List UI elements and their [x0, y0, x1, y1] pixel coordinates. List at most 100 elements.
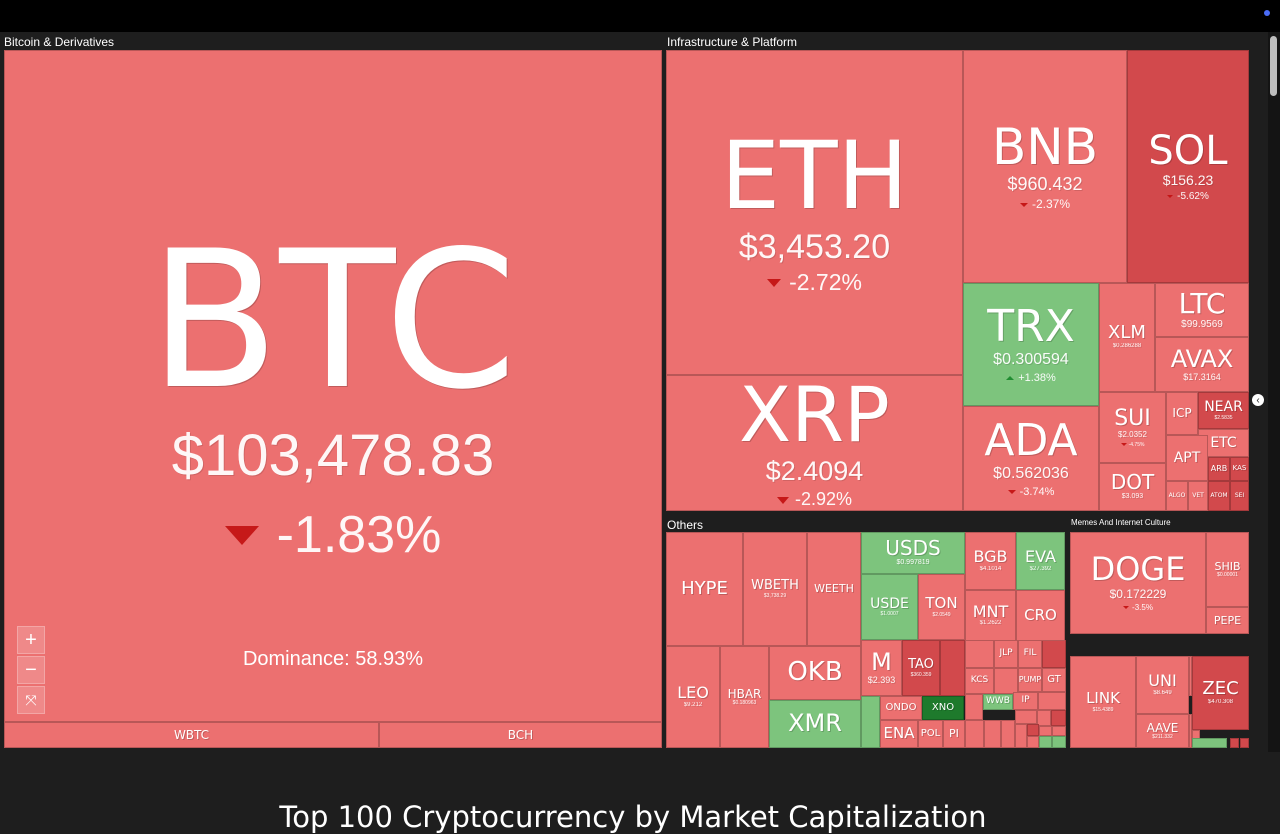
- heatmap-tile-ena[interactable]: ENA: [880, 720, 918, 748]
- heatmap-tile-shib[interactable]: SHIB $0.00001: [1206, 532, 1249, 607]
- heatmap-tile-zec[interactable]: ZEC $470.308: [1192, 656, 1249, 730]
- heatmap-tile-eth[interactable]: ETH $3,453.20 -2.72%: [666, 50, 963, 375]
- heatmap-tile[interactable]: [1051, 710, 1066, 726]
- heatmap-tile-bnb[interactable]: BNB $960.432 -2.37%: [963, 50, 1127, 283]
- heatmap-tile[interactable]: [1027, 736, 1039, 748]
- collapse-panel-button[interactable]: ‹: [1252, 394, 1264, 406]
- heatmap-tile[interactable]: [1038, 692, 1066, 710]
- heatmap-tile-link[interactable]: LINK $15.4389: [1070, 656, 1136, 748]
- zoom-out-button[interactable]: −: [17, 656, 45, 684]
- heatmap-tile-doge[interactable]: DOGE $0.172229 -3.5%: [1070, 532, 1206, 634]
- reset-zoom-button[interactable]: ⤧: [17, 686, 45, 714]
- heatmap-tile-wbtc[interactable]: WBTC: [4, 722, 379, 748]
- heatmap-tile-gt[interactable]: GT: [1042, 668, 1066, 692]
- tile-symbol: SEI: [1234, 491, 1245, 499]
- heatmap-tile[interactable]: [1042, 640, 1066, 668]
- heatmap-tile[interactable]: [1052, 726, 1066, 736]
- heatmap-tile[interactable]: [1037, 710, 1051, 726]
- heatmap-tile-mnt[interactable]: MNT $1.2622: [965, 590, 1016, 641]
- heatmap-tile[interactable]: [1189, 714, 1192, 748]
- heatmap-tile-sui[interactable]: SUI $2.0352 -4.75%: [1099, 392, 1166, 463]
- heatmap-tile[interactable]: [861, 696, 880, 748]
- heatmap-tile[interactable]: [940, 640, 965, 696]
- tile-symbol: AVAX: [1170, 344, 1234, 373]
- heatmap-tile-pi[interactable]: PI: [943, 720, 965, 748]
- arrow-down-icon: [224, 525, 259, 545]
- zoom-in-button[interactable]: +: [17, 626, 45, 654]
- heatmap-tile-bgb[interactable]: BGB $4.1014: [965, 532, 1016, 590]
- tile-symbol: EVA: [1025, 547, 1056, 566]
- heatmap-tile-usds[interactable]: USDS $0.997819: [861, 532, 965, 574]
- heatmap-tile-usde[interactable]: USDE $1.0007: [861, 574, 918, 640]
- heatmap-tile[interactable]: [965, 694, 983, 720]
- heatmap-tile-trx[interactable]: TRX $0.300594 +1.38%: [963, 283, 1099, 406]
- heatmap-tile-eva[interactable]: EVA $27.392: [1016, 532, 1065, 590]
- heatmap-tile-ip[interactable]: IP: [1013, 692, 1038, 710]
- heatmap-tile-sei[interactable]: SEI: [1230, 481, 1249, 511]
- heatmap-tile-weeth[interactable]: WEETH: [807, 532, 861, 646]
- heatmap-tile-avax[interactable]: AVAX $17.3164: [1155, 337, 1249, 392]
- heatmap-tile-m[interactable]: M $2.393: [861, 640, 902, 696]
- heatmap-tile[interactable]: [965, 720, 984, 748]
- page-scrollbar[interactable]: [1268, 32, 1280, 752]
- heatmap-tile-algo[interactable]: ALGO: [1166, 481, 1188, 511]
- tile-price: $15.4389: [1092, 706, 1114, 713]
- heatmap-tile-hbar[interactable]: HBAR $0.180963: [720, 646, 769, 748]
- heatmap-tile-bch[interactable]: BCH: [379, 722, 662, 748]
- heatmap-tile-pepe[interactable]: PEPE: [1206, 607, 1249, 634]
- heatmap-tile-hype[interactable]: HYPE: [666, 532, 743, 646]
- heatmap-tile-kcs[interactable]: KCS: [965, 668, 994, 694]
- heatmap-tile-pump[interactable]: PUMP: [1018, 668, 1042, 692]
- heatmap-tile-jlp[interactable]: JLP: [994, 640, 1018, 668]
- heatmap-tile-leo[interactable]: LEO $9.212: [666, 646, 720, 748]
- heatmap-tile-uni[interactable]: UNI $8.649: [1136, 656, 1189, 714]
- heatmap-tile[interactable]: [1189, 656, 1192, 696]
- heatmap-tile-icp[interactable]: ICP: [1166, 392, 1198, 435]
- heatmap-tile-wbeth[interactable]: WBETH $3,738.29: [743, 532, 807, 646]
- heatmap-tile-ton[interactable]: TON $2.0549: [918, 574, 965, 640]
- heatmap-tile[interactable]: [1027, 724, 1039, 736]
- heatmap-tile-aave[interactable]: AAVE $211.332: [1136, 714, 1189, 748]
- heatmap-tile[interactable]: [1039, 726, 1052, 736]
- tile-price: $3.093: [1121, 493, 1144, 501]
- heatmap-tile[interactable]: [984, 720, 1001, 748]
- heatmap-tile[interactable]: [1052, 736, 1066, 748]
- heatmap-tile-xmr[interactable]: XMR: [769, 700, 861, 748]
- heatmap-tile-atom[interactable]: ATOM: [1208, 481, 1230, 511]
- heatmap-tile[interactable]: [1015, 724, 1027, 748]
- heatmap-tile[interactable]: [1039, 736, 1052, 748]
- heatmap-tile-ondo[interactable]: ONDO: [880, 696, 922, 720]
- heatmap-tile-xno[interactable]: XNO: [922, 696, 964, 720]
- heatmap-tile-ada[interactable]: ADA $0.562036 -3.74%: [963, 406, 1099, 511]
- heatmap-tile-xlm[interactable]: XLM $0.286288: [1099, 283, 1155, 392]
- heatmap-tile[interactable]: [1240, 738, 1249, 748]
- heatmap-tile[interactable]: [994, 668, 1018, 694]
- heatmap-tile[interactable]: [1015, 710, 1037, 724]
- heatmap-tile[interactable]: [1192, 738, 1227, 748]
- tile-change: -5.62%: [1167, 191, 1209, 203]
- heatmap-tile-kas[interactable]: KAS: [1230, 457, 1249, 481]
- heatmap-tile[interactable]: [1230, 738, 1239, 748]
- heatmap-tile-pol[interactable]: POL: [918, 720, 943, 748]
- heatmap-tile-sol[interactable]: SOL $156.23 -5.62%: [1127, 50, 1249, 283]
- tile-symbol: TON: [925, 594, 958, 613]
- tile-price: $0.300594: [993, 351, 1069, 369]
- heatmap-tile-cro[interactable]: CRO: [1016, 590, 1065, 641]
- heatmap-tile-arb[interactable]: ARB: [1208, 457, 1230, 481]
- heatmap-tile-btc[interactable]: BTC $103,478.83 -1.83%: [4, 50, 662, 722]
- heatmap-tile-near[interactable]: NEAR $2.5835: [1198, 392, 1249, 429]
- tile-symbol: JLP: [999, 648, 1013, 659]
- heatmap-tile-apt[interactable]: APT: [1166, 435, 1208, 481]
- heatmap-tile[interactable]: [965, 640, 994, 668]
- heatmap-tile-wwb[interactable]: WWB: [983, 694, 1013, 710]
- heatmap-tile-xrp[interactable]: XRP $2.4094 -2.92%: [666, 375, 963, 511]
- tile-symbol: M: [871, 648, 892, 676]
- heatmap-tile-dot[interactable]: DOT $3.093: [1099, 463, 1166, 511]
- heatmap-tile-fil[interactable]: FIL: [1018, 640, 1042, 668]
- heatmap-tile-vet[interactable]: VET: [1188, 481, 1208, 511]
- heatmap-tile-ltc[interactable]: LTC $99.9569: [1155, 283, 1249, 337]
- heatmap-tile-tao[interactable]: TAO $360.359: [902, 640, 940, 696]
- heatmap-tile[interactable]: [1001, 720, 1015, 748]
- heatmap-tile-okb[interactable]: OKB: [769, 646, 861, 700]
- scrollbar-thumb[interactable]: [1270, 36, 1277, 96]
